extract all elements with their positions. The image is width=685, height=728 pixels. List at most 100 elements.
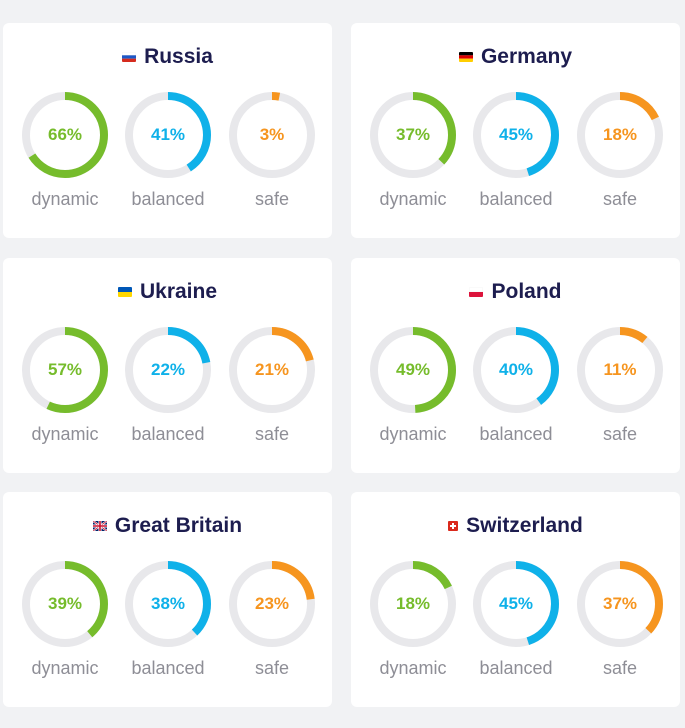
country-name: Germany xyxy=(480,45,573,68)
gauge-dynamic: 37% xyxy=(369,91,457,179)
gauge-label-dynamic: dynamic xyxy=(31,189,99,209)
gauge-ring xyxy=(229,92,315,178)
gauge-label-safe: safe xyxy=(254,658,290,678)
gauge-balanced: 45% xyxy=(472,560,560,648)
gauge-label-safe: safe xyxy=(254,424,290,444)
country-card-ukraine: Ukraine 57% 22% 21% dynamic balanced saf… xyxy=(3,258,332,473)
gauge-value: 57% xyxy=(47,360,83,379)
gauge-value: 22% xyxy=(150,360,186,379)
country-card-germany: Germany 37% 45% 18% dynamic balanced saf… xyxy=(351,23,680,238)
gauge-safe: 23% xyxy=(228,560,316,648)
country-card-great-britain: Great Britain 39% 38% 23% dynamic balanc… xyxy=(3,492,332,707)
gauge-ring xyxy=(577,92,663,178)
gauge-arc-dynamic xyxy=(22,92,108,178)
gauge-ring xyxy=(22,92,108,178)
flag-great-britain-icon xyxy=(92,521,107,531)
gauge-value: 21% xyxy=(254,360,290,379)
gauge-value: 49% xyxy=(395,360,431,379)
gauge-ring xyxy=(473,92,559,178)
gauge-label-safe: safe xyxy=(602,189,638,209)
gauge-value: 41% xyxy=(150,125,186,144)
gauge-ring xyxy=(370,92,456,178)
country-name: Ukraine xyxy=(139,280,218,303)
gauge-label-dynamic: dynamic xyxy=(379,424,447,444)
gauge-arc-balanced xyxy=(473,92,559,178)
gauge-value: 45% xyxy=(498,125,534,144)
country-name: Great Britain xyxy=(114,514,243,537)
gauge-ring xyxy=(125,327,211,413)
gauge-arc-safe xyxy=(577,92,663,178)
country-card-russia: Russia 66% 41% 3% dynamic balanced safe xyxy=(3,23,332,238)
gauge-label-dynamic: dynamic xyxy=(379,658,447,678)
gauge-value: 38% xyxy=(150,594,186,613)
gauge-arc-safe xyxy=(229,327,315,413)
country-card-switzerland: Switzerland 18% 45% 37% dynamic balanced… xyxy=(351,492,680,707)
gauge-label-safe: safe xyxy=(254,189,290,209)
card-title: Great Britain xyxy=(3,512,332,540)
gauge-value: 3% xyxy=(259,125,285,144)
gauge-ring xyxy=(229,327,315,413)
gauge-balanced: 40% xyxy=(472,326,560,414)
gauge-dynamic: 18% xyxy=(369,560,457,648)
gauge-label-balanced: balanced xyxy=(131,424,205,444)
gauge-balanced: 22% xyxy=(124,326,212,414)
gauge-dynamic: 49% xyxy=(369,326,457,414)
gauge-arc-dynamic xyxy=(370,327,456,413)
gauge-arc-safe xyxy=(577,327,663,413)
gauge-value: 37% xyxy=(395,125,431,144)
gauge-arc-dynamic xyxy=(370,92,456,178)
gauge-value: 11% xyxy=(603,360,637,379)
gauge-ring xyxy=(577,327,663,413)
gauge-value: 18% xyxy=(602,125,638,144)
country-card-poland: Poland 49% 40% 11% dynamic balanced safe xyxy=(351,258,680,473)
gauge-balanced: 38% xyxy=(124,560,212,648)
gauge-value: 18% xyxy=(395,594,431,613)
gauge-value: 39% xyxy=(47,594,83,613)
country-name: Poland xyxy=(491,280,562,303)
flag-switzerland-icon xyxy=(448,521,459,531)
card-title: Poland xyxy=(351,278,680,306)
gauge-value: 37% xyxy=(602,594,638,613)
flag-germany-icon xyxy=(458,52,473,62)
gauge-arc-safe xyxy=(229,92,315,178)
card-title: Germany xyxy=(351,43,680,71)
card-title: Switzerland xyxy=(351,512,680,540)
gauge-label-balanced: balanced xyxy=(479,189,553,209)
flag-poland-icon xyxy=(469,287,484,297)
gauge-arc-balanced xyxy=(473,327,559,413)
gauge-ring xyxy=(22,561,108,647)
gauge-ring xyxy=(229,561,315,647)
gauge-ring xyxy=(370,327,456,413)
gauge-ring xyxy=(473,561,559,647)
flag-russia-icon xyxy=(122,52,137,62)
gauge-arc-balanced xyxy=(125,92,211,178)
gauge-value: 45% xyxy=(498,594,534,613)
gauge-arc-balanced xyxy=(125,561,211,647)
gauge-balanced: 41% xyxy=(124,91,212,179)
gauge-safe: 37% xyxy=(576,560,664,648)
country-name: Russia xyxy=(144,45,213,68)
gauge-safe: 11% xyxy=(576,326,664,414)
gauge-ring xyxy=(125,561,211,647)
gauge-label-balanced: balanced xyxy=(131,189,205,209)
gauge-arc-balanced xyxy=(125,327,211,413)
gauge-label-balanced: balanced xyxy=(479,658,553,678)
country-name: Switzerland xyxy=(466,514,583,537)
gauge-safe: 3% xyxy=(228,91,316,179)
gauge-ring xyxy=(125,92,211,178)
card-title: Russia xyxy=(3,43,332,71)
gauge-arc-balanced xyxy=(473,561,559,647)
gauge-value: 40% xyxy=(498,360,534,379)
gauge-label-balanced: balanced xyxy=(479,424,553,444)
gauge-safe: 21% xyxy=(228,326,316,414)
gauge-label-dynamic: dynamic xyxy=(31,658,99,678)
gauge-arc-safe xyxy=(577,561,663,647)
gauge-arc-dynamic xyxy=(22,327,108,413)
gauge-label-dynamic: dynamic xyxy=(379,189,447,209)
gauge-ring xyxy=(370,561,456,647)
gauge-balanced: 45% xyxy=(472,91,560,179)
gauge-arc-dynamic xyxy=(22,561,108,647)
gauge-label-safe: safe xyxy=(602,658,638,678)
gauge-label-dynamic: dynamic xyxy=(31,424,99,444)
gauge-value: 66% xyxy=(47,125,83,144)
